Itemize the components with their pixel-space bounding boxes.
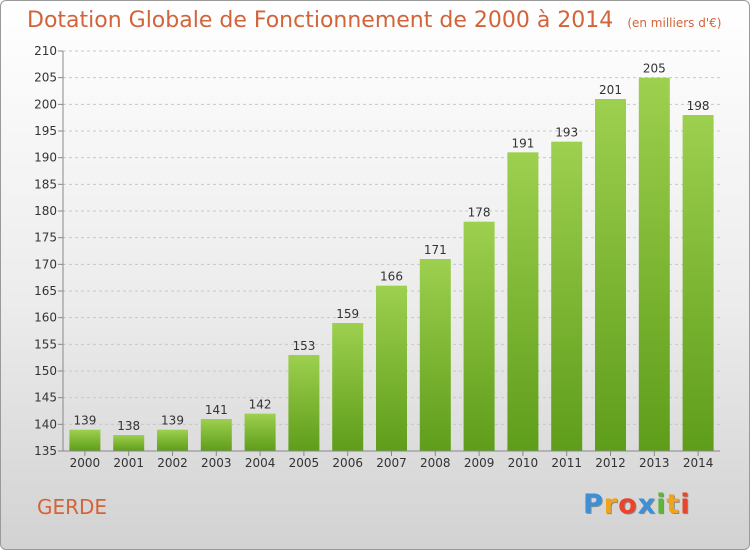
x-tick-label: 2012 — [595, 456, 626, 470]
bar-value-label: 205 — [643, 62, 666, 76]
bar-value-label: 142 — [249, 398, 272, 412]
bar-value-label: 193 — [555, 126, 578, 140]
x-tick-label: 2003 — [201, 456, 232, 470]
y-tick-label: 170 — [34, 257, 57, 271]
bar — [332, 323, 364, 451]
bar-value-label: 171 — [424, 243, 447, 257]
y-tick-label: 165 — [34, 284, 57, 298]
chart-title: Dotation Globale de Fonctionnement de 20… — [27, 8, 614, 33]
bar — [113, 435, 145, 451]
bar — [638, 77, 670, 452]
logo-letter: x — [637, 489, 657, 520]
y-axis: 135 140 145 150 155 160 165 170 175 180 185 190 195 2… — [34, 44, 64, 458]
bar-value-label: 178 — [468, 206, 491, 220]
bar-value-label: 191 — [511, 136, 534, 150]
x-tick-label: 2011 — [551, 456, 582, 470]
bar-value-label: 198 — [687, 99, 710, 113]
bar — [463, 221, 495, 451]
bar — [157, 429, 188, 451]
x-tick-label: 2008 — [420, 456, 451, 470]
x-tick-label: 2004 — [245, 456, 276, 470]
y-tick-label: 210 — [34, 44, 57, 58]
bar — [69, 429, 101, 451]
chart-subtitle: (en milliers d'€) — [627, 16, 722, 30]
y-tick-label: 145 — [34, 391, 57, 405]
y-tick-label: 190 — [34, 151, 57, 165]
y-tick-label: 195 — [34, 124, 57, 138]
x-tick-label: 2002 — [157, 456, 188, 470]
x-tick-label: 2014 — [683, 456, 714, 470]
x-tick-label: 2005 — [289, 456, 320, 470]
y-tick-label: 175 — [34, 231, 57, 245]
bar — [682, 115, 714, 451]
logo-letter: o — [618, 489, 638, 520]
bar — [244, 413, 276, 451]
logo-letter: t — [666, 489, 681, 520]
y-tick-label: 180 — [34, 204, 57, 218]
bar-value-label: 139 — [73, 414, 96, 428]
y-tick-label: 150 — [34, 364, 57, 378]
x-tick-label: 2009 — [464, 456, 495, 470]
bar-value-label: 141 — [205, 403, 228, 417]
x-tick-label: 2010 — [508, 456, 539, 470]
x-tick-label: 2000 — [70, 456, 101, 470]
bar-value-label: 159 — [336, 307, 359, 321]
bar-value-label: 139 — [161, 414, 184, 428]
y-tick-label: 160 — [34, 311, 57, 325]
logo-letter: P — [583, 489, 604, 520]
y-tick-label: 200 — [34, 97, 57, 111]
commune-name: GERDE — [37, 495, 108, 519]
bar-value-label: 138 — [117, 419, 140, 433]
x-axis: 2000 2001 2002 2003 2004 2005 2006 2007 2008 2009… — [63, 450, 720, 470]
bars — [69, 77, 714, 452]
y-tick-label: 140 — [34, 417, 57, 431]
data-labels: 139 138 139 141 142 153 159 166 171 178 191 193 201 2… — [73, 62, 709, 433]
bar — [200, 419, 232, 451]
bar — [288, 355, 320, 451]
bar — [595, 99, 626, 451]
x-tick-label: 2001 — [113, 456, 144, 470]
x-tick-label: 2013 — [639, 456, 670, 470]
y-tick-label: 185 — [34, 177, 57, 191]
y-tick-label: 205 — [34, 71, 57, 85]
bar-value-label: 201 — [599, 83, 622, 97]
chart-title-block: Dotation Globale de Fonctionnement de 20… — [27, 8, 721, 33]
bar — [551, 141, 583, 451]
y-tick-label: 155 — [34, 337, 57, 351]
bar-value-label: 166 — [380, 270, 403, 284]
bar — [376, 285, 407, 451]
logo-letter: r — [603, 489, 619, 520]
bar — [419, 259, 451, 451]
bar — [507, 152, 539, 452]
y-tick-label: 135 — [34, 444, 57, 458]
proxiti-logo: Proxiti — [583, 489, 691, 520]
x-tick-label: 2007 — [376, 456, 407, 470]
logo-letter: i — [680, 489, 691, 520]
x-tick-label: 2006 — [332, 456, 363, 470]
logo-letter: i — [656, 489, 667, 520]
bar-value-label: 153 — [292, 339, 315, 353]
